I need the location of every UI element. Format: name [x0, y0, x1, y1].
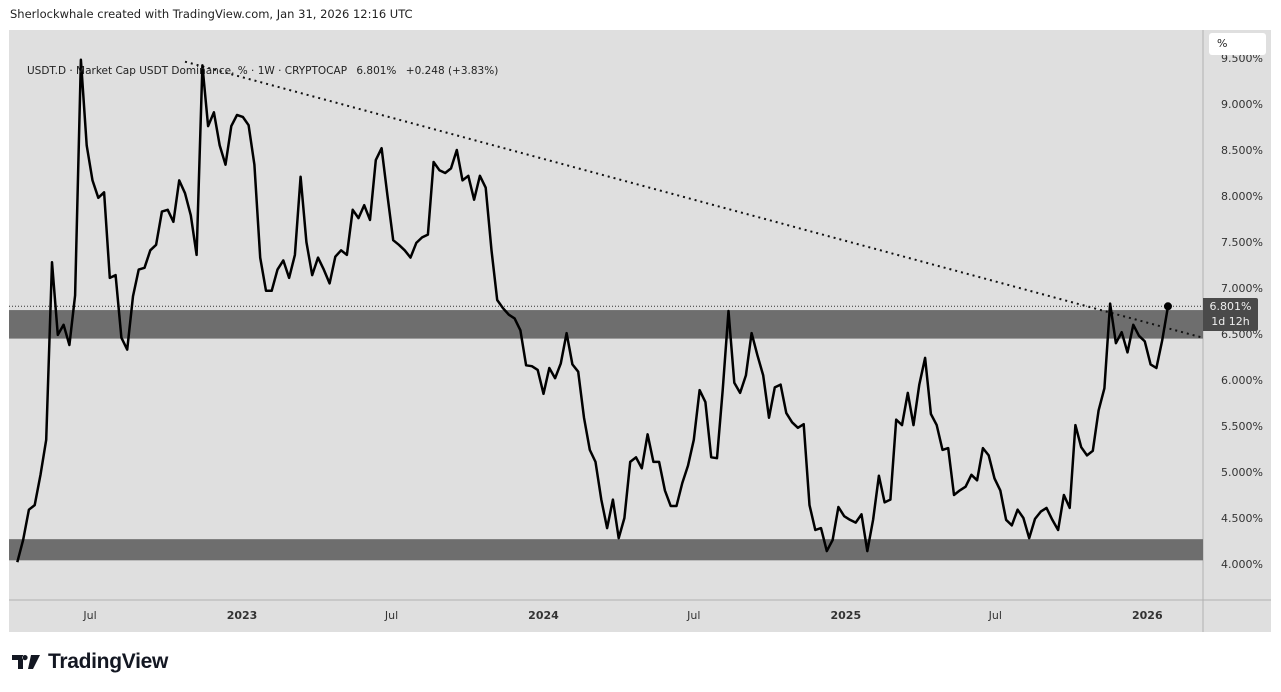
symbol-legend: USDT.D · Market Cap USDT Dominance, % · … [27, 65, 498, 77]
y-tick-label: 6.000% [1221, 374, 1263, 387]
y-tick-label: 5.000% [1221, 466, 1263, 479]
price-chart[interactable]: 4.000% 4.500% 5.000% 5.500% 6.000% 6.500% 7.00… [9, 30, 1271, 632]
y-tick-label: 7.000% [1221, 282, 1263, 295]
unit-selector[interactable]: % [1209, 33, 1266, 55]
y-tick-label: 8.000% [1221, 190, 1263, 203]
last-point-marker [1163, 302, 1172, 311]
trendline [184, 60, 1203, 339]
tradingview-logo[interactable]: TradingView [12, 650, 168, 674]
x-tick-label: Jul [384, 609, 398, 622]
y-tick-label: 7.500% [1221, 236, 1263, 249]
bar-countdown: 1d 12h [1211, 315, 1250, 328]
last-value: 6.801% [356, 65, 397, 77]
last-price-label: 6.801% 1d 12h [1203, 298, 1258, 331]
chart-container[interactable]: 4.000% 4.500% 5.000% 5.500% 6.000% 6.500% 7.00… [9, 30, 1271, 632]
x-tick-label: Jul [82, 609, 96, 622]
y-tick-label: 5.500% [1221, 420, 1263, 433]
series-line [16, 58, 1170, 563]
y-tick-label: 4.000% [1221, 558, 1263, 571]
x-tick-label: Jul [988, 609, 1002, 622]
last-price-value: 6.801% [1209, 300, 1252, 313]
x-tick-label: 2026 [1132, 609, 1163, 622]
change-value: +0.248 (+3.83%) [405, 65, 499, 77]
symbol-description: USDT.D · Market Cap USDT Dominance, % · … [27, 65, 348, 77]
zone-band-2 [9, 539, 1203, 561]
zone-band-1 [9, 310, 1203, 339]
attribution-text: Sherlockwhale created with TradingView.c… [10, 7, 413, 21]
y-tick-label: 9.500% [1221, 52, 1263, 65]
x-tick-label: Jul [686, 609, 700, 622]
y-tick-label: 6.500% [1221, 328, 1263, 341]
x-tick-label: 2024 [528, 609, 559, 622]
x-tick-label: 2025 [831, 609, 862, 622]
y-tick-label: 4.500% [1221, 512, 1263, 525]
tradingview-wordmark: TradingView [48, 650, 169, 673]
y-tick-label: 9.000% [1221, 98, 1263, 111]
tradingview-logo-icon [12, 655, 40, 669]
x-tick-label: 2023 [227, 609, 258, 622]
y-tick-label: 8.500% [1221, 144, 1263, 157]
